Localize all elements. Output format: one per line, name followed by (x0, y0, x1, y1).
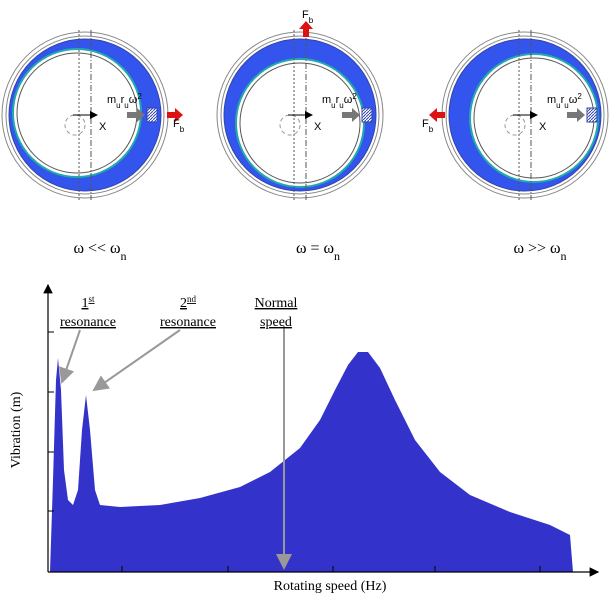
annotation-part: Normal (255, 296, 298, 311)
unbalance-label: muruω2 (322, 92, 357, 110)
unbalance-mass (586, 107, 598, 123)
housing-inner (445, 35, 605, 195)
unbalance-mass (146, 107, 158, 123)
unbalance-label: muruω2 (107, 92, 142, 110)
chart: Vibration (m) Rotating speed (Hz) (9, 283, 600, 594)
axis-ticks (48, 331, 541, 572)
unbalance-part: m (547, 94, 556, 106)
rotor-center (64, 114, 86, 136)
unbalance-part: 2 (137, 92, 142, 101)
annotation-part: 1 (81, 296, 88, 311)
annotation: Normal speed (255, 296, 298, 330)
unbalance-part: r (561, 94, 565, 106)
caption-part: n (334, 249, 340, 263)
force-label: Fb (302, 9, 314, 25)
caption: ω << ωn (73, 240, 126, 263)
annotation: 1st resonance (60, 294, 116, 330)
displacement-label: X (99, 121, 107, 133)
annotation-line: Normal (255, 296, 298, 311)
unbalance-arrow (127, 108, 145, 122)
annotation-line: 1st (81, 294, 95, 311)
rotor-center (279, 114, 301, 136)
unbalance-part: r (121, 94, 125, 106)
caption-part: ω = ω (296, 240, 334, 257)
unbalance-part: 2 (352, 92, 357, 101)
housing-outer (216, 31, 384, 199)
force-part: F (173, 118, 180, 130)
annotation: 2nd resonance (160, 294, 216, 330)
force-part: F (422, 118, 429, 130)
force-part: b (180, 125, 185, 134)
unbalance-arrow (342, 108, 360, 122)
annotation-part: 2 (180, 296, 187, 311)
vibration-area (50, 352, 573, 572)
unbalance-part: u (124, 101, 128, 110)
force-label: Fb (422, 118, 434, 134)
unbalance-part: u (331, 101, 335, 110)
bearing-force-arrow (299, 21, 313, 37)
force-part: b (429, 125, 434, 134)
x-axis-label: Rotating speed (Hz) (274, 579, 387, 594)
bearing-force-arrow (167, 108, 183, 122)
journal (239, 62, 361, 184)
y-axis-label: Vibration (m) (9, 391, 24, 468)
unbalance-mass (361, 107, 373, 123)
annotation-part: nd (187, 294, 197, 304)
unbalance-part: u (556, 101, 560, 110)
displacement-label: X (539, 121, 547, 133)
force-label: Fb (173, 118, 185, 134)
arrow (92, 329, 181, 392)
caption-part: n (561, 249, 567, 263)
housing-inner (220, 35, 380, 195)
housing-inner (5, 35, 165, 195)
unbalance-part: ω (344, 94, 353, 106)
bearing-force-arrow (429, 108, 445, 122)
caption: ω = ωn (296, 240, 340, 263)
unbalance-part: m (107, 94, 116, 106)
unbalance-part: u (339, 101, 343, 110)
unbalance-part: u (116, 101, 120, 110)
unbalance-part: m (322, 94, 331, 106)
displacement-label: X (314, 121, 322, 133)
annotation-line: resonance (160, 315, 216, 330)
caption-part: n (121, 249, 127, 263)
caption: ω >> ωn (513, 240, 566, 263)
unbalance-part: 2 (577, 92, 582, 101)
unbalance-part: ω (569, 94, 578, 106)
arrow (59, 329, 81, 384)
annotation-line: 2nd (180, 294, 197, 311)
rotor-center (504, 114, 526, 136)
caption-part: ω >> ω (513, 240, 560, 257)
annotation-line: resonance (60, 315, 116, 330)
unbalance-label: muruω2 (547, 92, 582, 110)
unbalance-part: u (564, 101, 568, 110)
force-part: b (309, 16, 314, 25)
caption-part: ω << ω (73, 240, 120, 257)
unbalance-part: ω (129, 94, 138, 106)
annotation-line: speed (260, 315, 292, 330)
unbalance-part: r (336, 94, 340, 106)
journal (16, 52, 138, 174)
force-part: F (302, 9, 309, 21)
unbalance-arrow (567, 108, 585, 122)
annotation-part: st (88, 294, 95, 304)
